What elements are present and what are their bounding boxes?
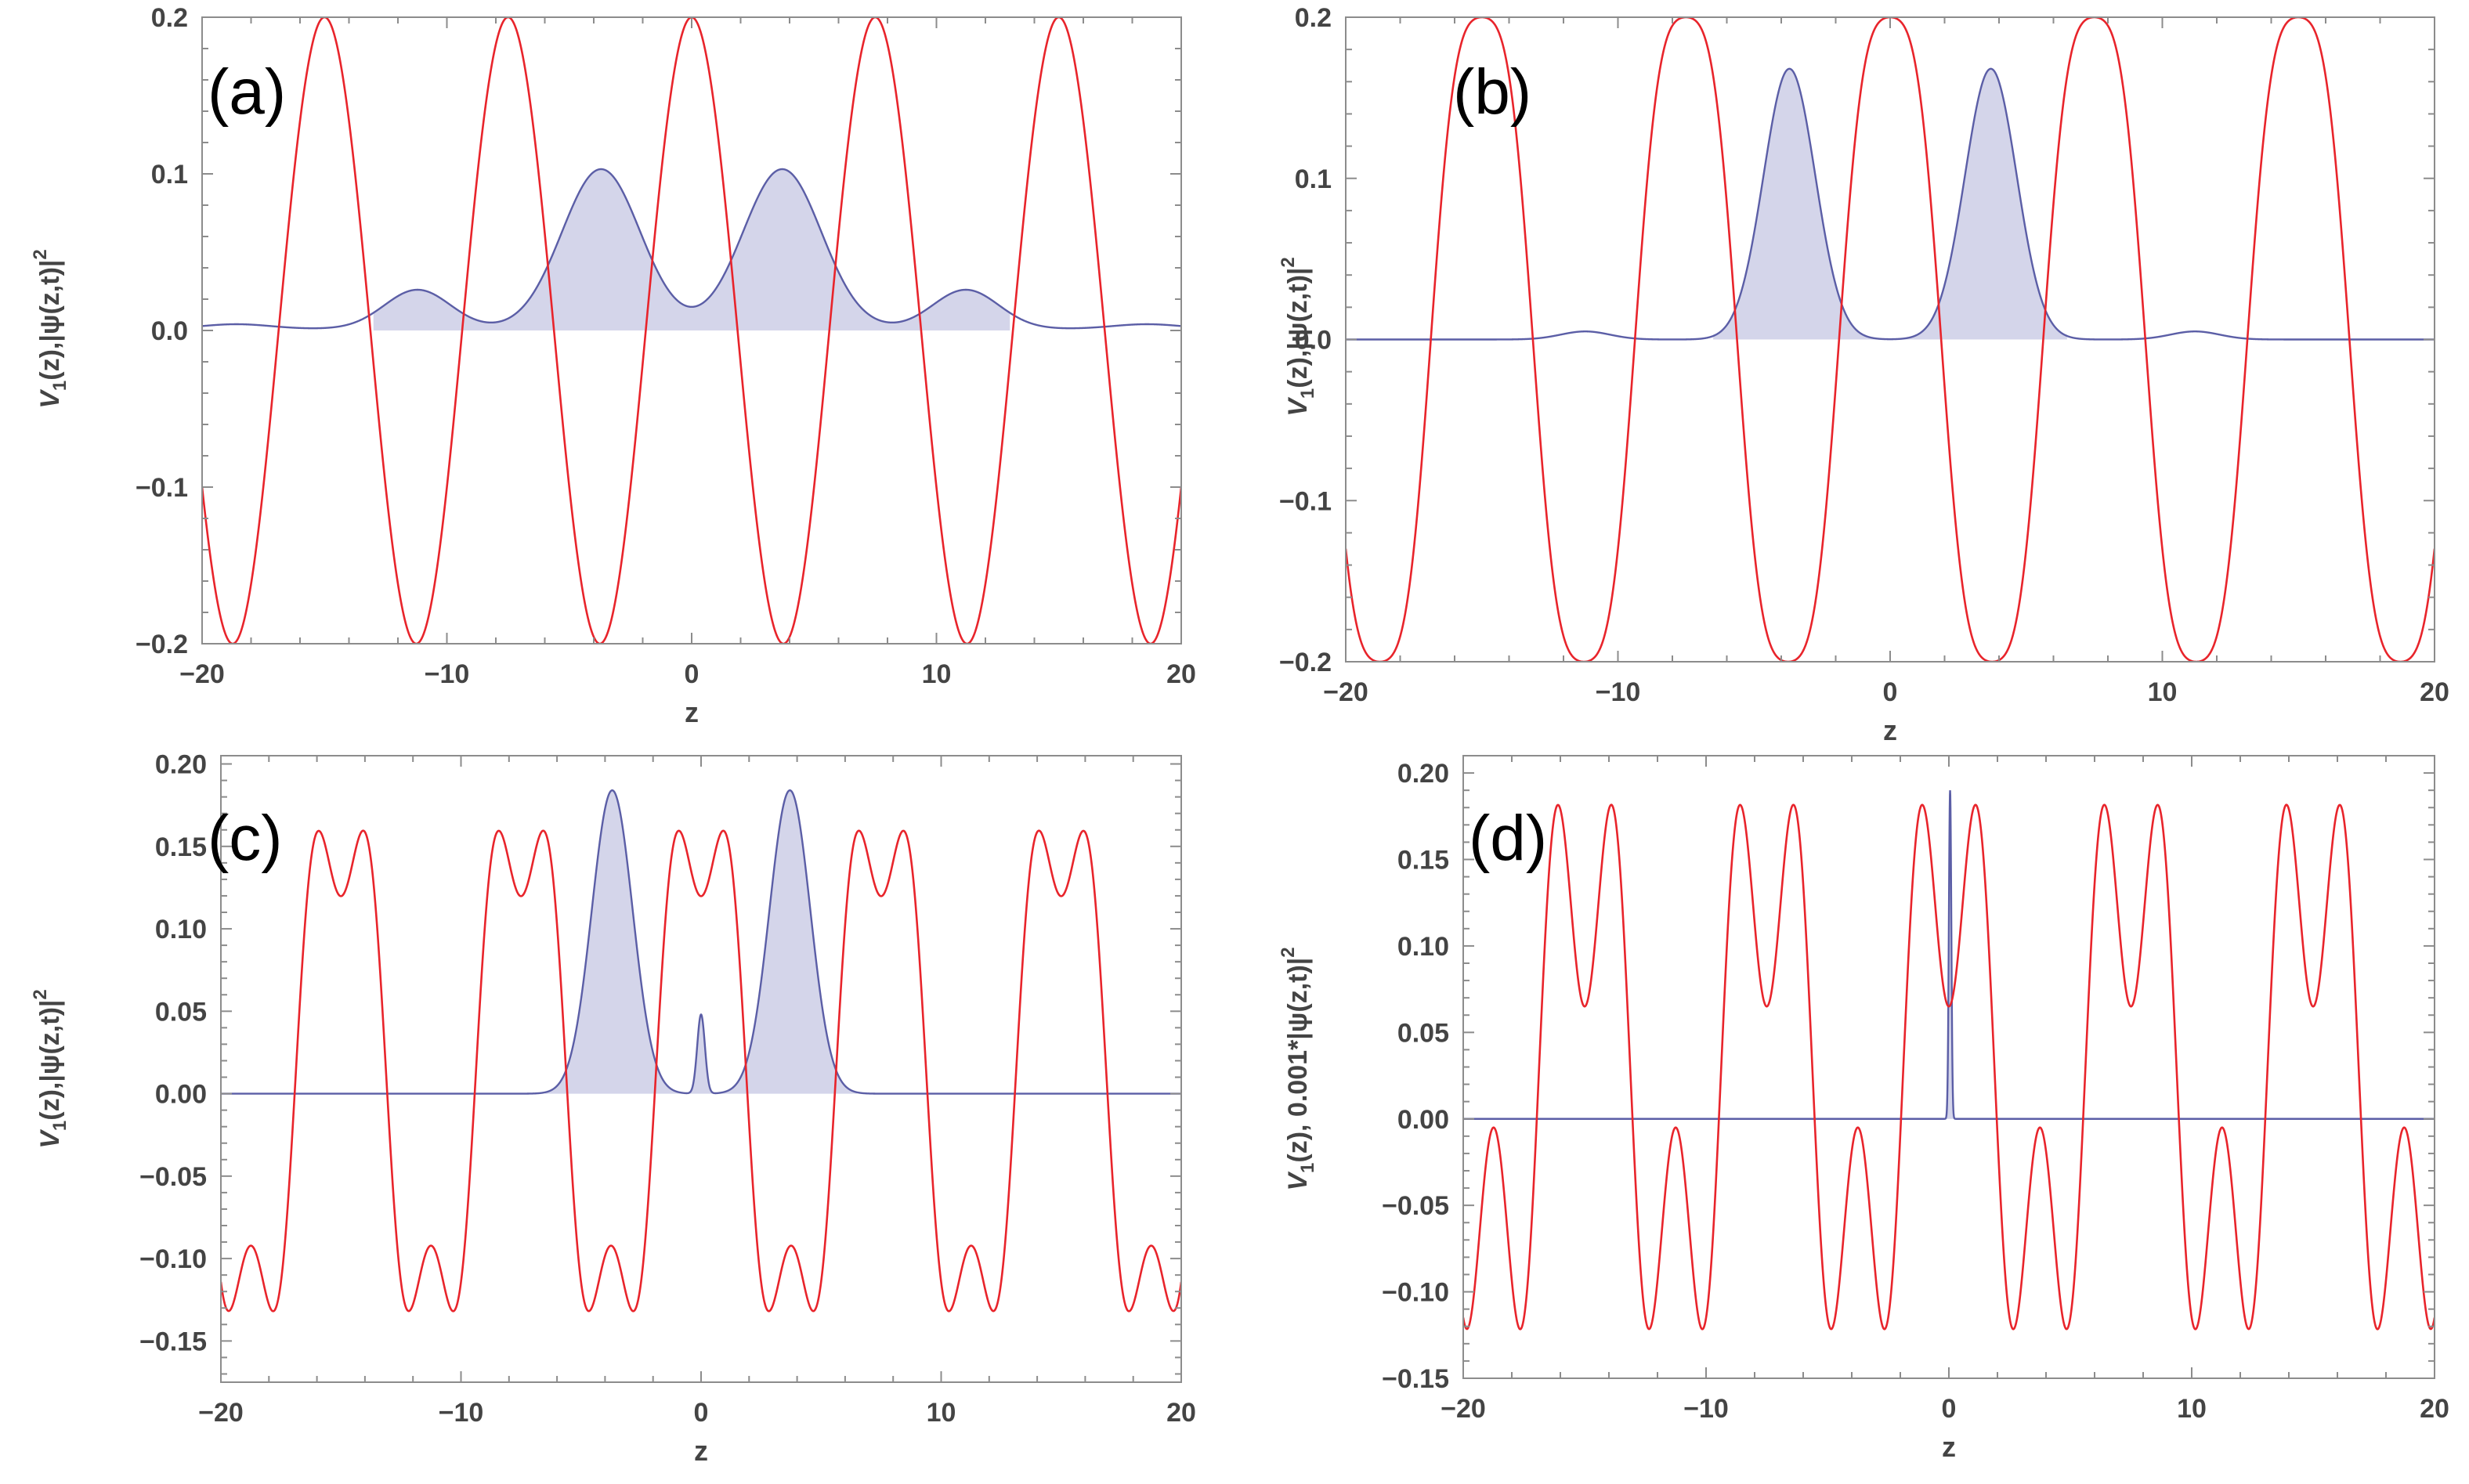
density-fill [1713,68,2067,340]
y-tick-label: 0.2 [1295,3,1332,33]
x-tick-label: 10 [922,659,952,689]
panel-label: (a) [208,56,286,128]
density-line [202,168,1181,330]
y-axis-title-sub: 1 [49,1121,70,1131]
x-tick-label: −20 [179,659,225,689]
y-axis-title-sup: 2 [1278,257,1299,267]
y-tick-label: −0.2 [136,630,188,659]
y-tick-label: 0.1 [151,160,188,190]
y-tick-label: 0.1 [1295,164,1332,194]
x-tick-label: 0 [1942,1394,1957,1424]
y-tick-label: −0.05 [1382,1191,1449,1221]
y-axis-title: V1(z),|ψ(z,t)|2 [30,989,70,1149]
y-tick-label: 0.00 [155,1080,207,1110]
y-tick-label: −0.10 [1382,1278,1449,1308]
x-tick-label: 0 [685,659,699,689]
x-axis-title: z [1883,714,1897,746]
y-axis-title: V1(z), 0.001*|ψ(z,t)|2 [1278,947,1318,1190]
x-tick-label: −10 [425,659,470,689]
x-tick-label: 20 [1166,1398,1196,1428]
x-tick-label: 10 [927,1398,956,1428]
y-axis-title-sub: 1 [1297,1163,1318,1173]
density-fill [373,169,1010,330]
x-tick-label: −20 [1323,677,1368,707]
density-line [1346,67,2435,341]
panel-label: (b) [1453,56,1531,128]
y-axis-title-main: (z), 0.001*|ψ(z,t)| [1283,958,1313,1163]
x-axis-title: z [685,696,699,728]
y-axis-title-v: V [1283,1171,1313,1191]
y-axis-title-sup: 2 [1278,947,1299,957]
x-tick-label: 10 [2177,1394,2207,1424]
x-axis-title: z [1942,1431,1956,1463]
potential-line [221,829,1181,1312]
panel-c: −20 −10 0 10 20 −0.15 −0.10 −0.05 0.00 0.05 0.10 0.… [30,750,1196,1467]
density-fill [544,790,858,1094]
x-tick-label: −20 [1441,1394,1486,1424]
y-tick-label: −0.05 [139,1162,207,1192]
y-tick-label: 0.05 [155,997,207,1027]
density-line [1463,790,2435,1120]
x-tick-label: 20 [2420,677,2449,707]
potential-line [1463,803,2435,1331]
y-axis-title-sup: 2 [30,249,51,259]
y-axis-title-v: V [35,1128,65,1149]
x-tick-label: 20 [1166,659,1196,689]
potential-line [1346,17,2435,662]
panel-label: (d) [1469,803,1547,874]
y-tick-label: −0.2 [1279,648,1332,677]
y-tick-label: −0.10 [139,1244,207,1274]
y-axis-title-v: V [35,388,65,409]
x-tick-label: −10 [1596,677,1641,707]
panel-label: (c) [208,803,283,874]
y-axis-title: V1(z),|ψ(z,t)|2 [1278,257,1318,417]
y-axis-title-sub: 1 [1297,388,1318,399]
x-tick-label: 20 [2420,1394,2449,1424]
y-tick-label: 0.05 [1397,1018,1449,1048]
y-axis-title-v: V [1283,396,1313,417]
y-tick-label: 0.2 [151,3,188,33]
y-tick-label: 0.0 [1295,326,1332,356]
y-tick-label: −0.15 [1382,1364,1449,1394]
y-tick-label: −0.1 [136,473,188,503]
x-tick-label: −10 [1683,1394,1729,1424]
density-line [221,789,1181,1095]
y-tick-label: 0.20 [1397,759,1449,789]
y-axis-title-main: (z),|ψ(z,t)| [35,1000,65,1121]
panel-b: −20 −10 0 10 20 −0.2 −0.1 0.0 0.1 0.2 z V1(z),|ψ(z,… [1278,3,2449,746]
y-axis-title-sup: 2 [30,989,51,999]
y-tick-label: 0.15 [155,832,207,862]
y-tick-label: 0.20 [155,750,207,780]
panel-d: −20 −10 0 10 20 −0.15 −0.10 −0.05 0.00 0.05 0.10 0.… [1278,755,2449,1463]
y-axis-title-main: (z),|ψ(z,t)| [35,260,65,381]
x-tick-label: 0 [1883,677,1898,707]
y-axis-title-sub: 1 [49,381,70,391]
y-tick-label: −0.15 [139,1327,207,1356]
y-tick-label: 0.00 [1397,1105,1449,1135]
x-tick-label: −20 [198,1398,244,1428]
panels: −20 −10 0 10 20−0.2−0.10.00.10.2zV1(z),|ψ(z,… [30,3,2449,1467]
x-tick-label: 0 [694,1398,709,1428]
y-tick-label: 0.15 [1397,846,1449,876]
y-axis-title: V1(z),|ψ(z,t)|2 [30,249,70,409]
y-tick-label: 0.0 [151,316,188,346]
potential-line [202,17,1181,644]
x-tick-label: −10 [439,1398,484,1428]
panel-a: −20 −10 0 10 20 −0.2 −0.1 0.0 0.1 0.2 z V1(z),|ψ(z,… [30,3,1196,728]
y-tick-label: 0.10 [155,915,207,944]
y-tick-label: −0.1 [1279,486,1332,516]
y-axis-title-main: (z),|ψ(z,t)| [1283,268,1313,388]
x-tick-label: 10 [2148,677,2178,707]
x-axis-title: z [694,1435,708,1467]
y-tick-label: 0.10 [1397,932,1449,962]
